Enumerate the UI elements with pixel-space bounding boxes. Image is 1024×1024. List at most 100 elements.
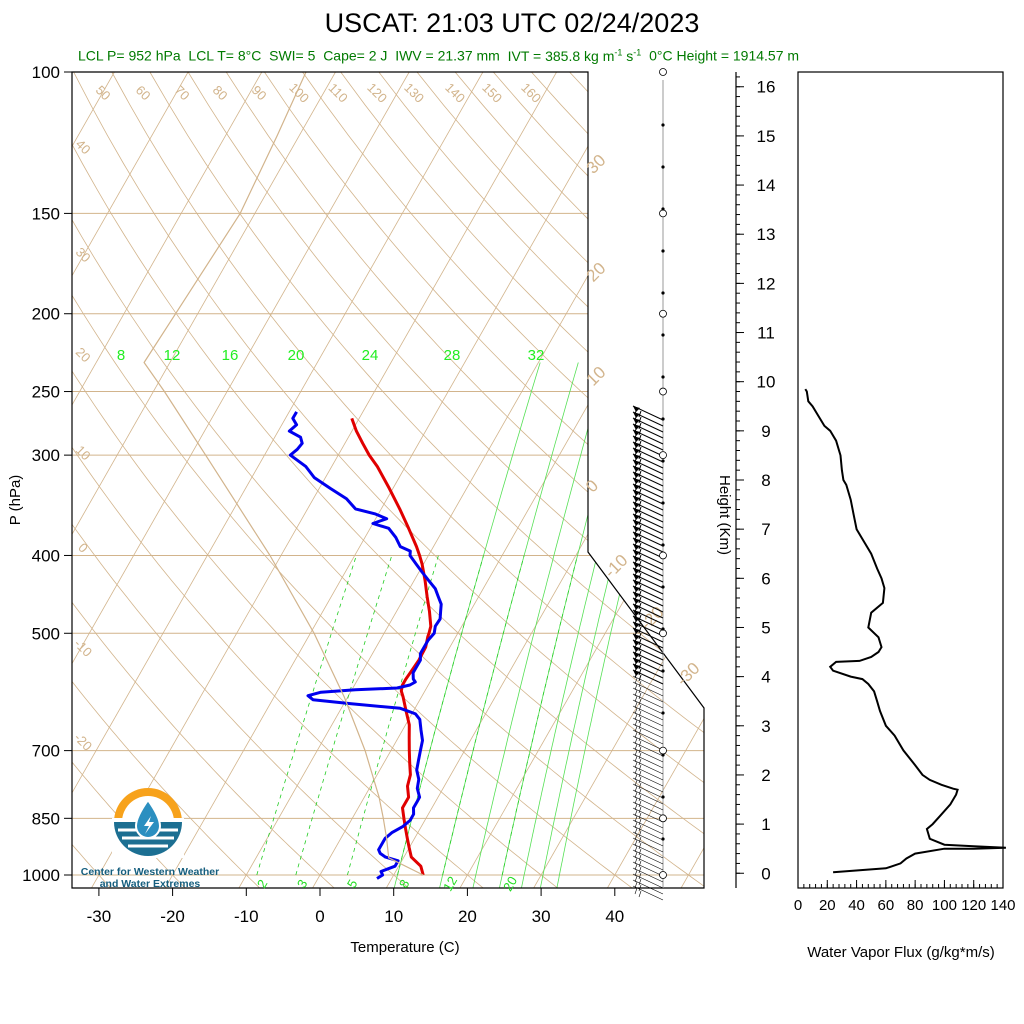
wind-dot xyxy=(661,291,665,295)
theta-label: 10 xyxy=(73,442,94,463)
swi-value: SWI= 5 xyxy=(269,47,316,64)
wind-barb xyxy=(632,765,664,781)
wind-barb xyxy=(632,807,664,823)
wind-barb-flag xyxy=(633,550,640,556)
wind-barb-flag xyxy=(633,592,640,598)
wvf-x-tick-label: 140 xyxy=(990,897,1015,914)
theta-label: 50 xyxy=(93,82,114,103)
wind-barb xyxy=(632,735,664,751)
height-tick-label: 0 xyxy=(761,864,770,883)
mixing-ratio-dashed-line xyxy=(397,555,484,876)
y-tick-label: 150 xyxy=(32,204,60,223)
wind-barb-flag xyxy=(633,580,640,586)
ivt-value: IVT = 385.8 kg m-1 s-1 xyxy=(507,47,642,64)
wvf-x-tick-label: 0 xyxy=(794,897,802,914)
wind-barb-flag xyxy=(633,610,640,616)
wind-barb-flag xyxy=(633,538,640,544)
dry-adiabat-line xyxy=(187,72,704,888)
wvf-x-tick-label: 120 xyxy=(961,897,986,914)
wind-barb xyxy=(632,879,664,895)
wind-dot xyxy=(661,165,665,169)
wind-barb-flag xyxy=(633,412,640,418)
mixing-ratio-label: 16 xyxy=(222,347,239,364)
wind-dot xyxy=(661,795,665,799)
wind-dot xyxy=(661,123,665,127)
theta-label: 90 xyxy=(249,82,270,103)
theta-label: 120 xyxy=(364,80,390,106)
y-tick-label: 850 xyxy=(32,809,60,828)
height-tick-label: 9 xyxy=(761,422,770,441)
wind-barb xyxy=(632,861,664,877)
wind-barb xyxy=(632,711,664,727)
wind-barb-flag xyxy=(633,604,640,610)
isotherm-label: 30 xyxy=(583,151,610,178)
isotherm-label: 0 xyxy=(582,476,602,496)
wind-barb xyxy=(632,759,664,775)
isotherm-label: 20 xyxy=(583,259,610,286)
wind-barb-flag xyxy=(633,460,640,466)
wind-barb-flag xyxy=(633,574,640,580)
wind-barb xyxy=(632,723,664,739)
height-tick-label: 7 xyxy=(761,520,770,539)
y-tick-label: 1000 xyxy=(22,866,60,885)
mixing-ratio-label: 8 xyxy=(117,347,125,364)
x-tick-label: 40 xyxy=(605,907,624,926)
wind-barb-flag xyxy=(633,562,640,568)
wind-barb-flag xyxy=(633,634,640,640)
wvf-x-tick-label: 40 xyxy=(848,897,865,914)
y-tick-label: 700 xyxy=(32,742,60,761)
theta-label: 110 xyxy=(326,80,351,105)
wind-barb-flag xyxy=(633,472,640,478)
wind-barb-flag xyxy=(633,442,640,448)
wind-barb-flag xyxy=(633,658,640,664)
wind-barb-flag xyxy=(633,478,640,484)
wind-barb xyxy=(632,753,664,769)
wind-calm-circle xyxy=(659,387,667,396)
wind-calm-circle xyxy=(659,68,667,76)
cw3e-logo xyxy=(112,788,184,858)
mixing-ratio-label: 20 xyxy=(500,874,520,894)
dry-adiabat-line xyxy=(111,72,704,888)
dry-adiabat-line xyxy=(72,72,704,888)
wvf-x-tick-label: 60 xyxy=(878,897,895,914)
dry-adiabat-line xyxy=(72,72,190,888)
wind-barb-flag xyxy=(633,640,640,646)
wind-barb-flag xyxy=(633,526,640,532)
mixing-ratio-dashed-line xyxy=(442,555,525,876)
wind-barb-flag xyxy=(633,514,640,520)
theta-label: 130 xyxy=(401,80,427,106)
wind-barb xyxy=(632,801,664,817)
height-tick-label: 10 xyxy=(757,373,776,392)
height-tick-label: 11 xyxy=(757,324,775,343)
wind-barb xyxy=(632,783,664,799)
dry-adiabat-line xyxy=(264,72,704,888)
wind-barb xyxy=(632,837,664,853)
theta-label: 70 xyxy=(172,82,193,103)
height-tick-label: 3 xyxy=(761,717,770,736)
wind-barb-flag xyxy=(633,424,640,430)
theta-label: 140 xyxy=(442,80,468,106)
mixing-ratio-label: 20 xyxy=(288,347,305,364)
isotherm-label: -30 xyxy=(673,659,704,690)
wind-dot xyxy=(661,417,665,421)
mixing-ratio-line xyxy=(438,362,579,888)
height-tick-label: 14 xyxy=(757,176,776,195)
wvf-x-tick-label: 20 xyxy=(819,897,836,914)
isotherm-line xyxy=(72,72,189,888)
wind-barb xyxy=(632,741,664,757)
wind-dot xyxy=(661,333,665,337)
freezing-level-height: 0°C Height = 1914.57 m xyxy=(649,47,800,64)
height-tick-label: 15 xyxy=(757,127,776,146)
wind-barb-flag xyxy=(633,544,640,550)
mixing-ratio-dashed-line xyxy=(256,555,357,876)
isotherm-line xyxy=(72,72,484,888)
wind-barb-flag xyxy=(633,556,640,562)
wind-calm-circle xyxy=(659,871,667,879)
height-tick-label: 12 xyxy=(757,274,776,293)
wind-barb-flag xyxy=(633,502,640,508)
mixing-ratio-line xyxy=(471,362,607,888)
height-tick-label: 5 xyxy=(761,618,770,637)
dry-adiabat-line xyxy=(72,72,489,888)
wind-calm-circle xyxy=(659,629,667,638)
dry-adiabat-line xyxy=(531,72,704,888)
